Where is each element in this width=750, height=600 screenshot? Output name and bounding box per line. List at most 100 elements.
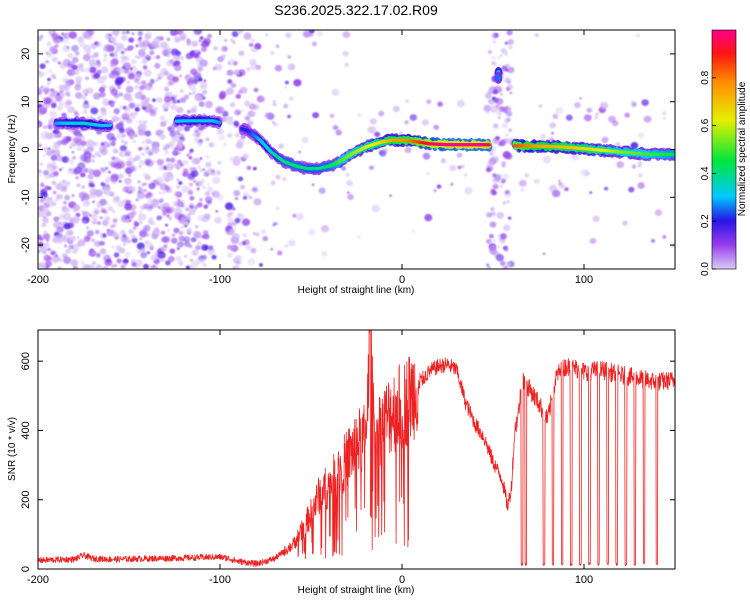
spectrogram-noise-dot (503, 224, 511, 232)
spectrogram-noise-dot (53, 221, 61, 229)
spectrogram-noise-dot (46, 82, 51, 86)
spectrogram-noise-dot (641, 99, 649, 106)
spectrogram-noise-dot (176, 184, 181, 189)
spectrogram-noise-dot (43, 154, 46, 157)
spectrogram-noise-dot (43, 208, 49, 214)
spectrogram-noise-dot (144, 130, 152, 137)
spectrogram-noise-dot (189, 204, 194, 209)
spectrogram-noise-dot (207, 186, 214, 193)
spectrogram-noise-dot (449, 164, 457, 172)
colorbar-segment (712, 259, 736, 262)
spectrogram-noise-dot (211, 254, 217, 260)
spectrogram-noise-dot (71, 57, 79, 64)
spectrogram-noise-dot (46, 124, 52, 129)
spectrogram-noise-dot (160, 41, 168, 49)
spectrogram-noise-dot (242, 196, 248, 200)
spectrogram-noise-dot (287, 55, 292, 59)
spectrogram-noise-dot (99, 91, 106, 98)
spectrogram-noise-dot (118, 127, 125, 134)
colorbar-segment (712, 97, 736, 101)
spectrogram-noise-dot (169, 248, 176, 254)
spectrogram-noise-dot (152, 56, 157, 60)
spectrogram-noise-dot (108, 161, 112, 165)
spectrogram-noise-dot (116, 258, 122, 264)
spectrogram-noise-dot (161, 49, 169, 56)
spectrogram-noise-dot (133, 157, 138, 162)
spectrogram-noise-dot (131, 59, 137, 64)
spectrogram-noise-dot (188, 92, 192, 96)
spectrogram-noise-dot (174, 30, 179, 35)
spectrogram-noise-dot (91, 155, 95, 158)
spectrogram-noise-dot (94, 210, 99, 215)
colorbar-segment (712, 235, 736, 238)
spectrogram-noise-dot (134, 55, 138, 58)
colorbar-segment (712, 85, 736, 89)
spectrogram-noise-dot (43, 213, 47, 217)
spectrogram-noise-dot (159, 198, 164, 202)
spectrogram-noise-dot (100, 110, 107, 116)
spectrogram-noise-dot (163, 86, 169, 92)
spectrogram-noise-dot (151, 232, 159, 240)
spectrogram-noise-dot (60, 94, 65, 98)
colorbar-segment (712, 71, 736, 75)
spectrogram-noise-dot (93, 53, 99, 58)
spectrogram-noise-dot (549, 122, 556, 129)
spectrogram-noise-dot (76, 236, 80, 240)
spectrogram-noise-dot (197, 214, 206, 222)
spectrogram-noise-dot (39, 245, 48, 254)
spectrogram-noise-dot (174, 64, 182, 72)
spectrogram-noise-dot (131, 262, 137, 267)
spectrogram-noise-dot (152, 159, 157, 163)
spectrogram-noise-dot (55, 183, 63, 191)
spectrogram-noise-dot (185, 213, 191, 219)
spectrogram-noise-dot (119, 150, 127, 158)
spectrogram-noise-dot (245, 66, 251, 72)
spectrogram-noise-dot (70, 259, 79, 267)
spectrogram-noise-dot (622, 220, 628, 226)
colorbar-segment (712, 67, 736, 71)
spectrogram-noise-dot (115, 245, 122, 251)
spectrogram-noise-dot (222, 114, 231, 122)
colorbar-segment (712, 135, 736, 138)
spectrogram-noise-dot (287, 114, 291, 119)
spectrogram-noise-dot (146, 251, 150, 255)
spectrogram-noise-dot (126, 186, 133, 192)
spectrogram-noise-dot (128, 173, 132, 177)
spectrogram-noise-dot (61, 32, 65, 36)
spectrogram-noise-dot (124, 177, 132, 185)
spectrogram-noise-dot (502, 161, 506, 165)
spectrogram-noise-dot (52, 255, 60, 263)
spectrogram-noise-dot (84, 200, 90, 206)
spectrogram-noise-dot (54, 44, 59, 48)
spectrogram-noise-dot (188, 156, 193, 160)
spectrogram-noise-dot (96, 69, 102, 75)
spectrogram-noise-dot (129, 166, 136, 172)
spectrogram-noise-dot (284, 244, 289, 248)
spectrogram-noise-dot (91, 238, 95, 242)
spectrogram-noise-dot (113, 108, 120, 115)
spectrogram-noise-dot (139, 205, 145, 210)
spectrogram-noise-dot (112, 148, 119, 154)
spectrogram-noise-dot (169, 130, 177, 137)
spectrogram-noise-dot (233, 226, 237, 230)
spectrogram-noise-dot (134, 85, 139, 90)
spectrogram-noise-dot (120, 58, 127, 65)
spectrogram-noise-dot (347, 194, 354, 200)
spectrogram-noise-dot (335, 129, 343, 136)
spectrogram-noise-dot (75, 51, 80, 56)
spectrogram-noise-dot (173, 162, 180, 168)
spectrogram-noise-dot (117, 67, 125, 74)
spectrogram-noise-dot (174, 207, 183, 215)
spectrogram-noise-dot (504, 118, 510, 124)
spectrogram-noise-dot (228, 116, 234, 121)
spectrogram-noise-dot (214, 216, 222, 224)
spectrogram-noise-dot (233, 155, 242, 163)
spectrogram-noise-dot (81, 185, 86, 189)
spectrogram-noise-dot (233, 190, 241, 197)
spectrogram-noise-dot (495, 97, 504, 105)
spectrogram-noise-dot (235, 93, 241, 99)
spectrogram-noise-dot (72, 209, 77, 213)
spectrogram-noise-dot (184, 254, 187, 258)
spectrogram-noise-dot (174, 36, 181, 43)
spectrogram-noise-dot (637, 182, 645, 189)
